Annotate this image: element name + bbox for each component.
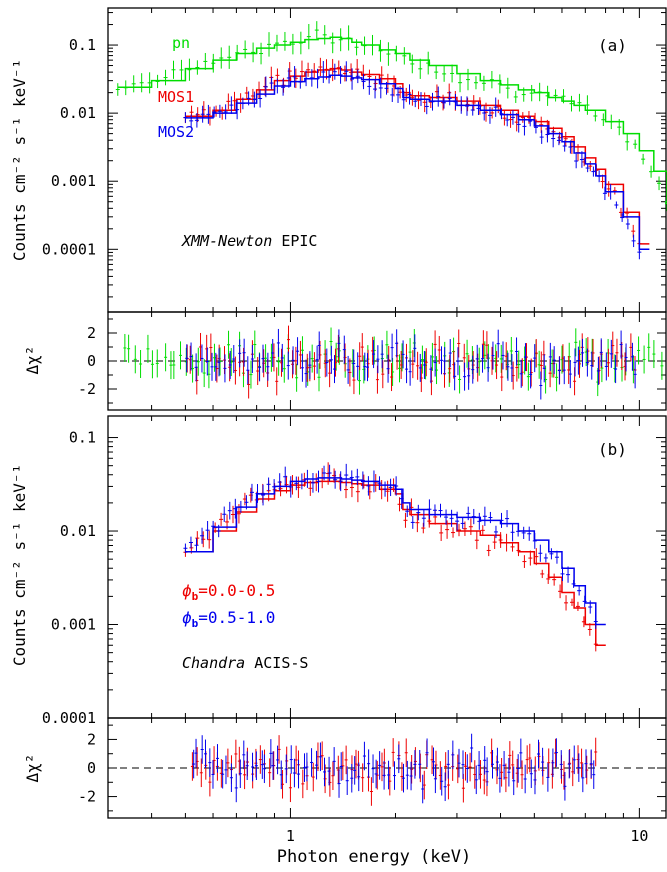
- legend-phase-2-symbol: ϕ: [182, 608, 192, 627]
- residual-panel-chandra: 2 0 -2 1 10: [78, 717, 667, 845]
- panel-a-label: (a): [598, 36, 627, 55]
- b-frame: [107, 415, 667, 719]
- br-ytick-label: 2: [87, 730, 96, 748]
- a-model-0: [117, 36, 667, 203]
- instrument-label-xmm-italic: XMM-Newton: [181, 232, 272, 250]
- legend-phase-1-symbol: ϕ: [182, 581, 192, 600]
- xlabel: Photon energy (keV): [277, 847, 471, 867]
- legend-phase-1-rest: =0.0-0.5: [198, 581, 275, 600]
- instrument-label-chandra-italic: Chandra: [182, 654, 245, 672]
- instrument-label-xmm-rest: EPIC: [272, 232, 317, 250]
- ar-ytick-label: 2: [87, 324, 96, 342]
- xtick-label: 1: [286, 827, 295, 845]
- legend-phase-1-sub: b: [192, 590, 199, 603]
- residual-panel-xmm: 2 0 -2: [78, 311, 667, 411]
- b-ytick-label: 0.1: [69, 429, 96, 447]
- ylabel-a: Counts cm⁻² s⁻¹ keV⁻¹: [10, 59, 29, 261]
- legend-mos2: MOS2: [158, 123, 194, 141]
- a-ytick-label: 0.0001: [42, 240, 96, 258]
- panel-b-label: (b): [598, 440, 627, 459]
- b-ytick-label: 0.001: [51, 616, 96, 634]
- b-ytick-label: 0.0001: [42, 709, 96, 727]
- a-ytick-label: 0.001: [51, 172, 96, 190]
- legend-phase-1: ϕb=0.0-0.5: [182, 581, 275, 603]
- instrument-label-xmm: XMM-Newton EPIC: [181, 232, 317, 250]
- legend-mos1: MOS1: [158, 88, 194, 106]
- xtick-label: 10: [630, 827, 648, 845]
- ylabel-a-residual: Δχ²: [23, 346, 42, 375]
- legend-phase-2: ϕb=0.5-1.0: [182, 608, 275, 630]
- br-ytick-label: -2: [78, 788, 96, 806]
- ar-ytick-label: 0: [87, 352, 96, 370]
- a-ytick-label: 0.1: [69, 36, 96, 54]
- instrument-label-chandra-rest: ACIS-S: [245, 654, 308, 672]
- instrument-label-chandra: Chandra ACIS-S: [182, 654, 308, 672]
- b-ytick-label: 0.01: [60, 522, 96, 540]
- spectrum-panel-chandra: 0.1 0.01 0.001 0.0001: [42, 415, 667, 727]
- b-model-1: [185, 477, 606, 626]
- legend-pn: pn: [172, 34, 190, 52]
- ylabel-b-residual: Δχ²: [23, 754, 42, 783]
- ylabel-b: Counts cm⁻² s⁻¹ keV⁻¹: [10, 464, 29, 666]
- spectrum-panel-xmm: 0.1 0.01 0.001 0.0001: [42, 7, 667, 313]
- ar-ytick-label: -2: [78, 380, 96, 398]
- br-ytick-label: 0: [87, 759, 96, 777]
- legend-phase-2-rest: =0.5-1.0: [198, 608, 275, 627]
- a-ytick-label: 0.01: [60, 104, 96, 122]
- legend-phase-2-sub: b: [192, 617, 199, 630]
